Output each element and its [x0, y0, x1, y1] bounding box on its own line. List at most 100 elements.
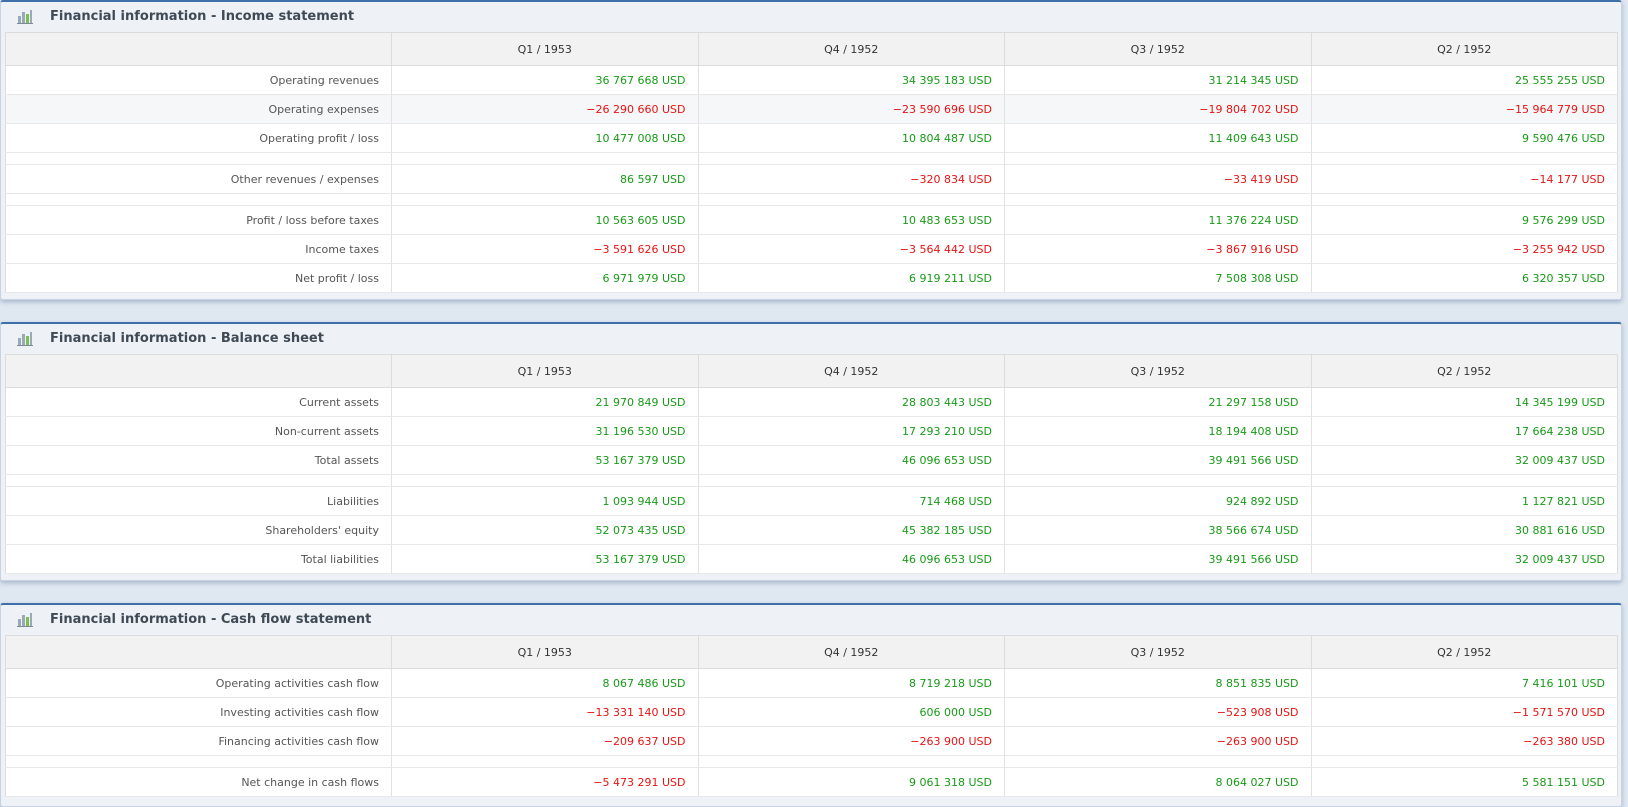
- value-cell: 21 297 158 USD: [1004, 387, 1311, 417]
- header-row: Q1 / 1953 Q4 / 1952 Q3 / 1952 Q2 / 1952: [5, 354, 1618, 388]
- value-cell: 8 067 486 USD: [391, 668, 698, 698]
- column-header: Q3 / 1952: [1004, 635, 1312, 669]
- income-table: Q1 / 1953 Q4 / 1952 Q3 / 1952 Q2 / 1952 …: [5, 32, 1618, 293]
- table-row: Financing activities cash flow −209 637 …: [5, 726, 1618, 756]
- row-label: Investing activities cash flow: [5, 697, 392, 727]
- row-label: Liabilities: [5, 486, 392, 516]
- spacer-row: [5, 474, 1618, 487]
- value-cell: 10 563 605 USD: [391, 205, 698, 235]
- row-label: Financing activities cash flow: [5, 726, 392, 756]
- value-cell: 6 919 211 USD: [697, 263, 1005, 293]
- column-header: Q3 / 1952: [1004, 32, 1312, 66]
- row-label: Total liabilities: [5, 544, 392, 574]
- column-header: Q2 / 1952: [1310, 635, 1618, 669]
- row-label-header: [5, 635, 392, 669]
- row-label-header: [5, 354, 392, 388]
- row-label: Total assets: [5, 445, 392, 475]
- value-cell: −263 900 USD: [1004, 726, 1311, 756]
- column-header: Q2 / 1952: [1310, 32, 1618, 66]
- value-cell: 86 597 USD: [391, 164, 698, 194]
- value-cell: 39 491 566 USD: [1004, 544, 1311, 574]
- table-row: Net profit / loss 6 971 979 USD 6 919 21…: [5, 263, 1618, 293]
- value-cell: 714 468 USD: [697, 486, 1005, 516]
- value-cell: 606 000 USD: [697, 697, 1005, 727]
- table-row: Operating activities cash flow 8 067 486…: [5, 668, 1618, 698]
- value-cell: −19 804 702 USD: [1004, 94, 1311, 124]
- value-cell: 46 096 653 USD: [697, 544, 1005, 574]
- table-row: Income taxes −3 591 626 USD −3 564 442 U…: [5, 234, 1618, 264]
- column-header: Q2 / 1952: [1310, 354, 1618, 388]
- table-row: Investing activities cash flow −13 331 1…: [5, 697, 1618, 727]
- value-cell: 5 581 151 USD: [1310, 767, 1618, 797]
- value-cell: 8 719 218 USD: [697, 668, 1005, 698]
- value-cell: 7 416 101 USD: [1310, 668, 1618, 698]
- panel-header: Financial information - Balance sheet: [1, 324, 1621, 354]
- value-cell: 32 009 437 USD: [1310, 544, 1618, 574]
- table-row: Operating expenses −26 290 660 USD −23 5…: [5, 94, 1618, 124]
- header-row: Q1 / 1953 Q4 / 1952 Q3 / 1952 Q2 / 1952: [5, 32, 1618, 66]
- value-cell: −209 637 USD: [391, 726, 698, 756]
- value-cell: −13 331 140 USD: [391, 697, 698, 727]
- value-cell: −33 419 USD: [1004, 164, 1311, 194]
- value-cell: 53 167 379 USD: [391, 544, 698, 574]
- column-header: Q1 / 1953: [391, 635, 699, 669]
- spacer-row: [5, 755, 1618, 768]
- bar-chart-icon: [17, 9, 33, 24]
- column-header: Q1 / 1953: [391, 32, 699, 66]
- value-cell: −14 177 USD: [1310, 164, 1618, 194]
- row-label: Income taxes: [5, 234, 392, 264]
- row-label: Net change in cash flows: [5, 767, 392, 797]
- value-cell: 30 881 616 USD: [1310, 515, 1618, 545]
- value-cell: −3 591 626 USD: [391, 234, 698, 264]
- value-cell: 18 194 408 USD: [1004, 416, 1311, 446]
- value-cell: 10 804 487 USD: [697, 123, 1005, 153]
- table-row: Total assets 53 167 379 USD 46 096 653 U…: [5, 445, 1618, 475]
- panel-header: Financial information - Income statement: [1, 2, 1621, 32]
- row-label: Operating expenses: [5, 94, 392, 124]
- value-cell: 10 477 008 USD: [391, 123, 698, 153]
- row-label: Other revenues / expenses: [5, 164, 392, 194]
- value-cell: 11 376 224 USD: [1004, 205, 1311, 235]
- value-cell: 39 491 566 USD: [1004, 445, 1311, 475]
- value-cell: 1 127 821 USD: [1310, 486, 1618, 516]
- income-statement-panel: Financial information - Income statement…: [0, 0, 1622, 300]
- bar-chart-icon: [17, 331, 33, 346]
- table-row: Total liabilities 53 167 379 USD 46 096 …: [5, 544, 1618, 574]
- value-cell: 32 009 437 USD: [1310, 445, 1618, 475]
- value-cell: 53 167 379 USD: [391, 445, 698, 475]
- value-cell: 52 073 435 USD: [391, 515, 698, 545]
- panel-title: Financial information - Cash flow statem…: [50, 612, 372, 627]
- value-cell: −320 834 USD: [697, 164, 1005, 194]
- value-cell: 38 566 674 USD: [1004, 515, 1311, 545]
- value-cell: −263 900 USD: [697, 726, 1005, 756]
- table-row: Non-current assets 31 196 530 USD 17 293…: [5, 416, 1618, 446]
- value-cell: 36 767 668 USD: [391, 65, 698, 95]
- spacer-row: [5, 152, 1618, 165]
- value-cell: −26 290 660 USD: [391, 94, 698, 124]
- balance-sheet-panel: Financial information - Balance sheet Q1…: [0, 322, 1622, 581]
- value-cell: −5 473 291 USD: [391, 767, 698, 797]
- spacer-row: [5, 193, 1618, 206]
- cash-flow-panel: Financial information - Cash flow statem…: [0, 603, 1622, 807]
- value-cell: 25 555 255 USD: [1310, 65, 1618, 95]
- value-cell: 46 096 653 USD: [697, 445, 1005, 475]
- value-cell: 11 409 643 USD: [1004, 123, 1311, 153]
- panel-title: Financial information - Balance sheet: [50, 331, 324, 346]
- column-header: Q1 / 1953: [391, 354, 699, 388]
- row-label: Operating activities cash flow: [5, 668, 392, 698]
- value-cell: 8 064 027 USD: [1004, 767, 1311, 797]
- value-cell: 6 320 357 USD: [1310, 263, 1618, 293]
- table-row: Liabilities 1 093 944 USD 714 468 USD 92…: [5, 486, 1618, 516]
- value-cell: −3 564 442 USD: [697, 234, 1005, 264]
- value-cell: 1 093 944 USD: [391, 486, 698, 516]
- cash-flow-table: Q1 / 1953 Q4 / 1952 Q3 / 1952 Q2 / 1952 …: [5, 635, 1618, 797]
- row-label: Profit / loss before taxes: [5, 205, 392, 235]
- value-cell: 34 395 183 USD: [697, 65, 1005, 95]
- value-cell: 6 971 979 USD: [391, 263, 698, 293]
- row-label: Operating revenues: [5, 65, 392, 95]
- value-cell: 21 970 849 USD: [391, 387, 698, 417]
- table-row: Shareholders' equity 52 073 435 USD 45 3…: [5, 515, 1618, 545]
- value-cell: 10 483 653 USD: [697, 205, 1005, 235]
- balance-table: Q1 / 1953 Q4 / 1952 Q3 / 1952 Q2 / 1952 …: [5, 354, 1618, 574]
- value-cell: 31 214 345 USD: [1004, 65, 1311, 95]
